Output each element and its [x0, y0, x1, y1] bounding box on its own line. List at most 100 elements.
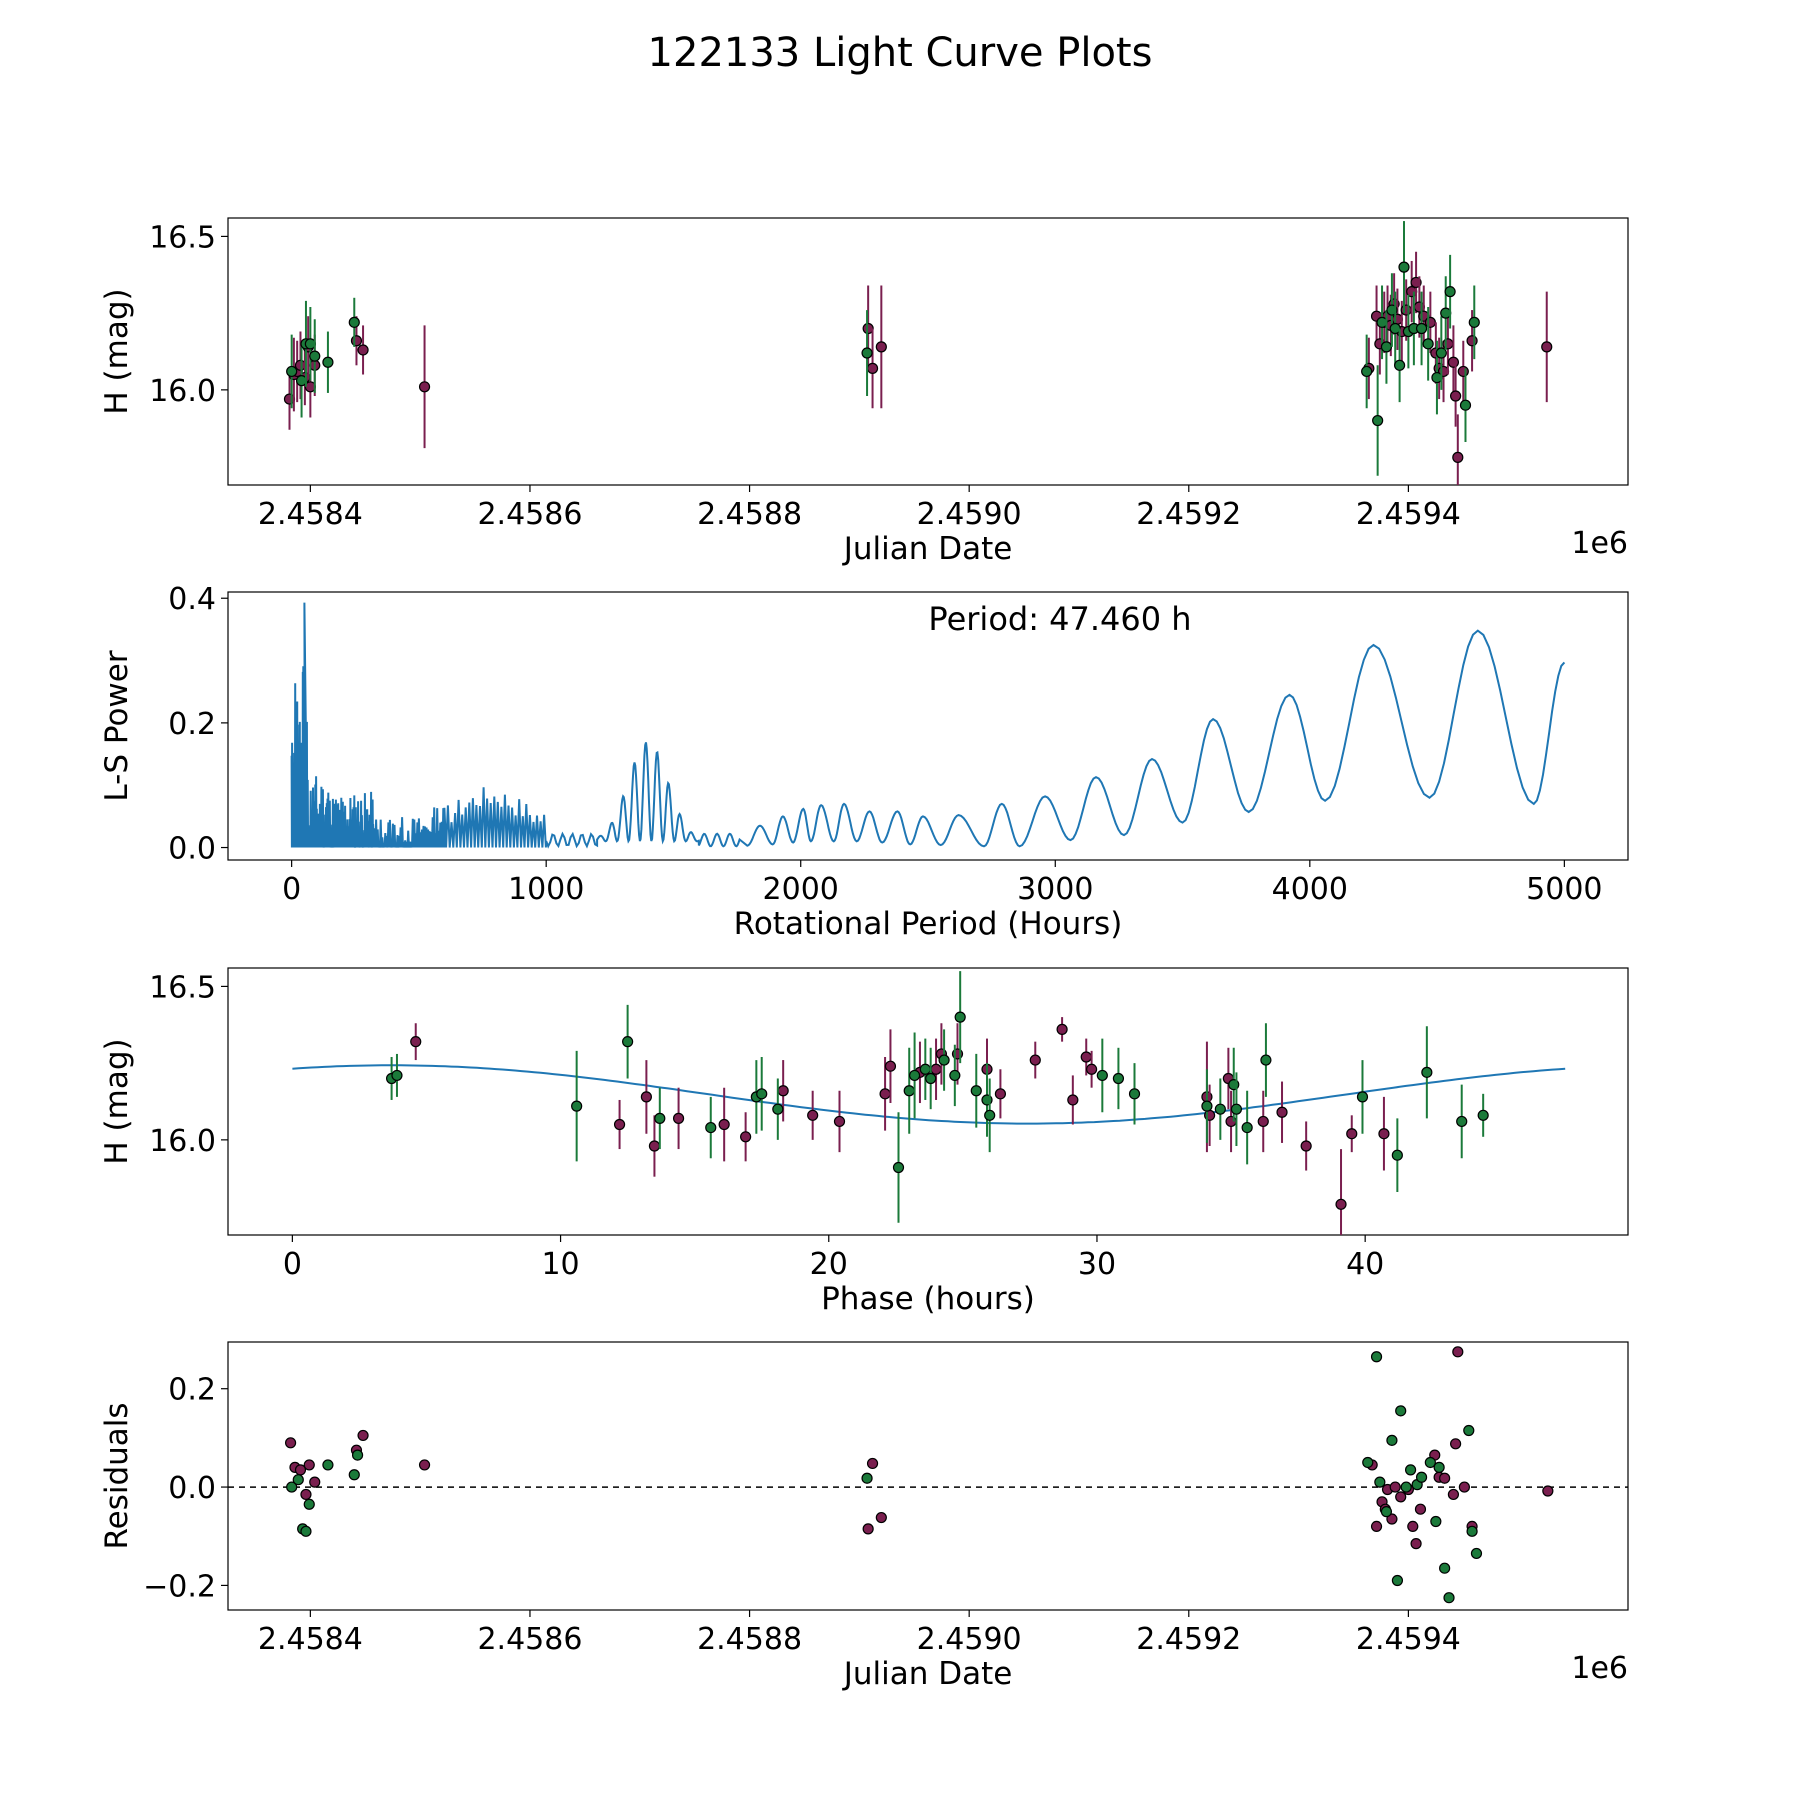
x-tick-label: 10 — [541, 1247, 579, 1282]
data-point-green — [984, 1109, 996, 1121]
data-point-green — [292, 1474, 304, 1486]
x-tick-label: 0 — [283, 1247, 302, 1282]
data-point-magenta — [1276, 1106, 1288, 1118]
y-tick-label: 16.5 — [149, 220, 216, 255]
x-tick-label: 2.4590 — [917, 497, 1022, 532]
data-point-green — [1433, 1461, 1445, 1473]
data-point-magenta — [833, 1115, 846, 1128]
data-point-green — [1380, 1506, 1393, 1518]
data-point-green — [1463, 1424, 1475, 1437]
x-tick-label: 2.4594 — [1356, 1622, 1461, 1657]
data-point-green — [892, 1161, 905, 1174]
data-point-magenta — [1439, 1472, 1451, 1484]
y-tick-label: −0.2 — [143, 1569, 216, 1604]
data-point-green — [286, 1481, 298, 1493]
period-annotation: Period: 47.460 h — [928, 600, 1191, 638]
fit-curve — [292, 1064, 1566, 1125]
plot-area — [228, 1346, 1628, 1604]
data-point-green — [1391, 1149, 1403, 1161]
data-point-green — [1374, 1476, 1386, 1488]
data-point-magenta — [1450, 390, 1462, 402]
data-point-magenta — [1400, 304, 1412, 316]
data-point-magenta — [777, 1085, 789, 1097]
data-point-green — [861, 347, 873, 359]
data-point-green — [1230, 1103, 1243, 1115]
data-point-green — [756, 1088, 768, 1100]
data-point-magenta — [1300, 1140, 1312, 1152]
data-point-magenta — [1056, 1023, 1068, 1035]
data-point-magenta — [1067, 1094, 1079, 1106]
y-tick-label: 0.0 — [168, 832, 216, 867]
data-point-green — [1443, 1592, 1455, 1604]
data-point-green — [1361, 365, 1373, 378]
data-point-green — [925, 1072, 937, 1085]
data-point-green — [949, 1069, 961, 1082]
data-point-green — [772, 1103, 784, 1115]
data-point-magenta — [1457, 365, 1469, 378]
data-point-magenta — [1346, 1128, 1358, 1140]
data-point-green — [1128, 1088, 1141, 1100]
data-point-magenta — [866, 362, 879, 374]
data-point-magenta — [1029, 1054, 1041, 1066]
data-point-magenta — [875, 1511, 887, 1524]
data-point-green — [286, 365, 298, 378]
data-point-magenta — [718, 1118, 730, 1131]
y-axis-label: H (mag) — [99, 288, 135, 414]
x-tick-label: 2000 — [763, 872, 839, 907]
data-point-green — [654, 1112, 666, 1124]
data-point-magenta — [930, 1063, 942, 1075]
data-point-green — [1424, 1456, 1436, 1469]
x-tick-label: 40 — [1346, 1247, 1384, 1282]
axes-frame — [227, 967, 1629, 1236]
data-point-green — [622, 1036, 634, 1048]
x-tick-label: 2.4588 — [697, 497, 802, 532]
y-tick-label: 16.0 — [149, 1124, 216, 1159]
y-tick-label: 0.2 — [168, 1373, 216, 1408]
data-point-green — [1466, 1525, 1478, 1537]
x-axis-label: Rotational Period (Hours) — [734, 906, 1123, 942]
data-point-green — [1456, 1115, 1468, 1128]
x-tick-label: 2.4594 — [1356, 497, 1461, 532]
axes-frame — [227, 1341, 1629, 1611]
data-point-green — [391, 1069, 403, 1082]
data-point-green — [1415, 322, 1428, 335]
data-point-magenta — [1389, 1481, 1401, 1493]
data-point-magenta — [740, 1131, 752, 1143]
data-point-green — [1395, 1405, 1407, 1417]
data-point-magenta — [309, 1476, 321, 1488]
offset-label: 1e6 — [1571, 526, 1628, 561]
data-point-green — [908, 1069, 921, 1082]
offset-label: 1e6 — [1571, 1651, 1628, 1686]
y-tick-label: 16.0 — [149, 374, 216, 409]
data-point-magenta — [284, 1437, 297, 1449]
y-tick-label: 16.5 — [149, 970, 216, 1005]
data-point-magenta — [1414, 1503, 1427, 1515]
data-point-green — [1400, 1481, 1412, 1493]
data-point-magenta — [1447, 356, 1460, 368]
data-point-magenta — [807, 1109, 819, 1121]
figure-title: 122133 Light Curve Plots — [648, 30, 1153, 76]
data-point-magenta — [1452, 451, 1464, 463]
data-point-green — [1096, 1069, 1108, 1082]
x-tick-label: 20 — [810, 1247, 848, 1282]
plot-area — [283, 221, 1553, 485]
data-point-magenta — [1378, 1128, 1390, 1140]
data-point-green — [348, 316, 360, 328]
periodogram-line — [290, 602, 1566, 849]
data-point-magenta — [1410, 1538, 1422, 1550]
chart-lightcurve: 2.4584 2.4586 2.4588 2.4590 2.4592 2.4594 16.0… — [99, 217, 1629, 567]
data-point-green — [1477, 1109, 1489, 1121]
data-point-green — [970, 1085, 982, 1097]
data-point-green — [1241, 1121, 1253, 1134]
data-point-green — [1372, 414, 1384, 427]
data-point-green — [1468, 316, 1480, 328]
data-point-magenta — [1407, 1520, 1419, 1533]
x-tick-label: 0 — [282, 872, 301, 907]
x-tick-label: 5000 — [1526, 872, 1602, 907]
data-point-magenta — [648, 1140, 661, 1152]
data-point-magenta — [866, 1457, 879, 1470]
data-point-green — [903, 1085, 915, 1097]
data-point-magenta — [300, 1488, 312, 1501]
data-point-magenta — [1395, 1491, 1407, 1503]
